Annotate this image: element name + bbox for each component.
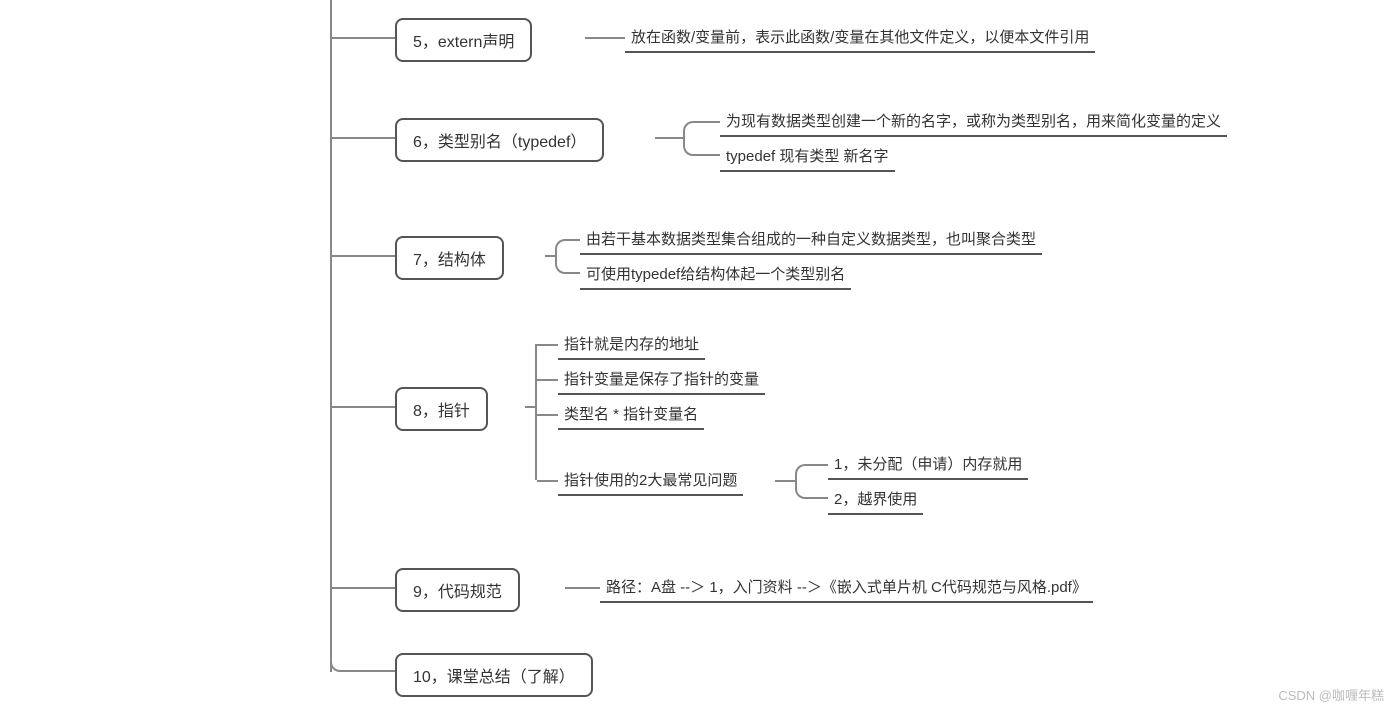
connector-elbow bbox=[555, 256, 580, 274]
connector-elbow bbox=[683, 138, 720, 156]
connector bbox=[537, 414, 558, 416]
connector bbox=[525, 406, 535, 408]
leaf-text: 为现有数据类型创建一个新的名字，或称为类型别名，用来简化变量的定义 bbox=[720, 108, 1227, 137]
node-label: 6，类型别名（typedef） bbox=[413, 134, 586, 151]
leaf-text: 可使用typedef给结构体起一个类型别名 bbox=[580, 261, 851, 290]
node-struct[interactable]: 7，结构体 bbox=[395, 236, 504, 280]
connector-elbow bbox=[555, 239, 580, 256]
connector-elbow bbox=[795, 464, 828, 481]
leaf-text: typedef 现有类型 新名字 bbox=[720, 143, 895, 172]
leaf-text: 路径：A盘 --＞ 1，入门资料 --＞《嵌入式单片机 C代码规范与风格.pdf… bbox=[600, 574, 1093, 603]
connector bbox=[332, 406, 395, 408]
node-label: 9，代码规范 bbox=[413, 584, 502, 601]
connector bbox=[535, 344, 537, 480]
connector bbox=[332, 37, 395, 39]
node-extern[interactable]: 5，extern声明 bbox=[395, 18, 532, 62]
connector bbox=[537, 480, 558, 482]
leaf-text: 指针变量是保存了指针的变量 bbox=[558, 366, 765, 395]
node-code-standard[interactable]: 9，代码规范 bbox=[395, 568, 520, 612]
leaf-text: 类型名 * 指针变量名 bbox=[558, 401, 704, 430]
connector-elbow bbox=[330, 588, 395, 672]
node-label: 7，结构体 bbox=[413, 252, 486, 269]
connector bbox=[585, 37, 625, 39]
connector bbox=[537, 344, 558, 346]
leaf-text: 1，未分配（申请）内存就用 bbox=[828, 451, 1028, 480]
connector bbox=[655, 137, 683, 139]
node-label: 8，指针 bbox=[413, 403, 470, 420]
connector bbox=[332, 137, 395, 139]
connector bbox=[537, 379, 558, 381]
watermark-text: CSDN @咖喱年糕 bbox=[1278, 685, 1384, 704]
node-summary[interactable]: 10，课堂总结（了解） bbox=[395, 653, 593, 697]
trunk-line bbox=[330, 0, 332, 672]
node-typedef[interactable]: 6，类型别名（typedef） bbox=[395, 118, 604, 162]
leaf-text: 指针使用的2大最常见问题 bbox=[558, 467, 743, 496]
node-pointer[interactable]: 8，指针 bbox=[395, 387, 488, 431]
leaf-text: 指针就是内存的地址 bbox=[558, 331, 705, 360]
connector bbox=[332, 255, 395, 257]
node-label: 5，extern声明 bbox=[413, 34, 514, 51]
node-label: 10，课堂总结（了解） bbox=[413, 669, 575, 686]
leaf-text: 2，越界使用 bbox=[828, 486, 923, 515]
connector-elbow bbox=[795, 481, 828, 499]
connector-elbow bbox=[683, 121, 720, 138]
connector bbox=[775, 480, 795, 482]
connector bbox=[565, 587, 600, 589]
connector bbox=[545, 255, 555, 257]
leaf-text: 由若干基本数据类型集合组成的一种自定义数据类型，也叫聚合类型 bbox=[580, 226, 1042, 255]
leaf-text: 放在函数/变量前，表示此函数/变量在其他文件定义，以便本文件引用 bbox=[625, 24, 1095, 53]
